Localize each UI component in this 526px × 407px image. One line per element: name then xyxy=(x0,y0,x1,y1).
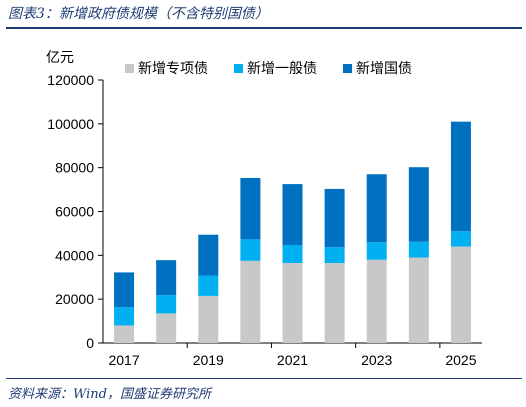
y-tick-label: 20000 xyxy=(55,291,94,307)
bar-segment-2024-treasury xyxy=(408,167,429,242)
legend-label: 新增国债 xyxy=(356,61,412,77)
bar-segment-2022-special xyxy=(324,263,345,343)
x-tick-label: 2021 xyxy=(277,352,308,368)
bar-segment-2019-treasury xyxy=(198,234,219,276)
bar-segment-2020-special xyxy=(240,260,261,343)
legend-swatch xyxy=(125,64,134,73)
bar-segment-2023-treasury xyxy=(366,174,387,243)
stacked-bar-chart: 0 20000 40000 60000 80000 100000 120000 亿元 2017… xyxy=(46,50,482,368)
legend: 新增专项债 新增一般债 新增国债 xyxy=(125,61,412,77)
legend-swatch xyxy=(343,64,352,73)
x-tick-label: 2025 xyxy=(445,352,476,368)
legend-swatch xyxy=(234,64,243,73)
y-tick-label: 100000 xyxy=(47,116,94,132)
bar-segment-2023-special xyxy=(366,259,387,343)
bars-group xyxy=(114,121,471,343)
bar-segment-2017-treasury xyxy=(114,272,135,308)
y-tick-label: 60000 xyxy=(55,204,94,220)
bar-segment-2018-treasury xyxy=(156,260,177,296)
bar-segment-2024-general xyxy=(408,241,429,258)
x-axis: 2017 2019 2021 2023 2025 xyxy=(103,342,482,368)
legend-label: 新增一般债 xyxy=(247,61,317,77)
y-tick-label: 0 xyxy=(86,335,94,351)
source-rule xyxy=(6,378,522,379)
x-tick-label: 2023 xyxy=(361,352,392,368)
bar-segment-2025-special xyxy=(450,246,471,343)
y-tick-label: 120000 xyxy=(47,72,94,88)
bar-segment-2017-general xyxy=(114,307,135,326)
bar-segment-2020-general xyxy=(240,239,261,261)
title-rule xyxy=(6,27,522,29)
y-tick-label: 80000 xyxy=(55,160,94,176)
bar-segment-2022-treasury xyxy=(324,188,345,248)
bar-segment-2019-special xyxy=(198,295,219,343)
bar-segment-2021-general xyxy=(282,245,303,264)
bar-segment-2025-treasury xyxy=(450,121,471,232)
figure-title: 图表3：新增政府债规模（不含特别国债） xyxy=(8,6,269,22)
x-tick-label: 2017 xyxy=(108,352,139,368)
bar-segment-2025-general xyxy=(450,231,471,247)
bar-segment-2020-treasury xyxy=(240,177,261,240)
bar-segment-2021-treasury xyxy=(282,184,303,246)
y-tick-label: 40000 xyxy=(55,247,94,263)
bar-segment-2022-general xyxy=(324,247,345,264)
bar-segment-2024-special xyxy=(408,257,429,343)
bar-segment-2017-special xyxy=(114,325,135,343)
bar-segment-2019-general xyxy=(198,275,219,296)
legend-label: 新增专项债 xyxy=(138,61,208,77)
x-tick-label: 2019 xyxy=(193,352,224,368)
y-axis: 0 20000 40000 60000 80000 100000 120000 亿元 xyxy=(46,50,104,351)
bar-segment-2018-special xyxy=(156,313,177,343)
source-note: 资料来源：Wind，国盛证券研究所 xyxy=(8,387,211,402)
bar-segment-2023-general xyxy=(366,242,387,260)
y-axis-unit-label: 亿元 xyxy=(46,50,74,66)
bar-segment-2018-general xyxy=(156,295,177,314)
bar-segment-2021-special xyxy=(282,263,303,343)
